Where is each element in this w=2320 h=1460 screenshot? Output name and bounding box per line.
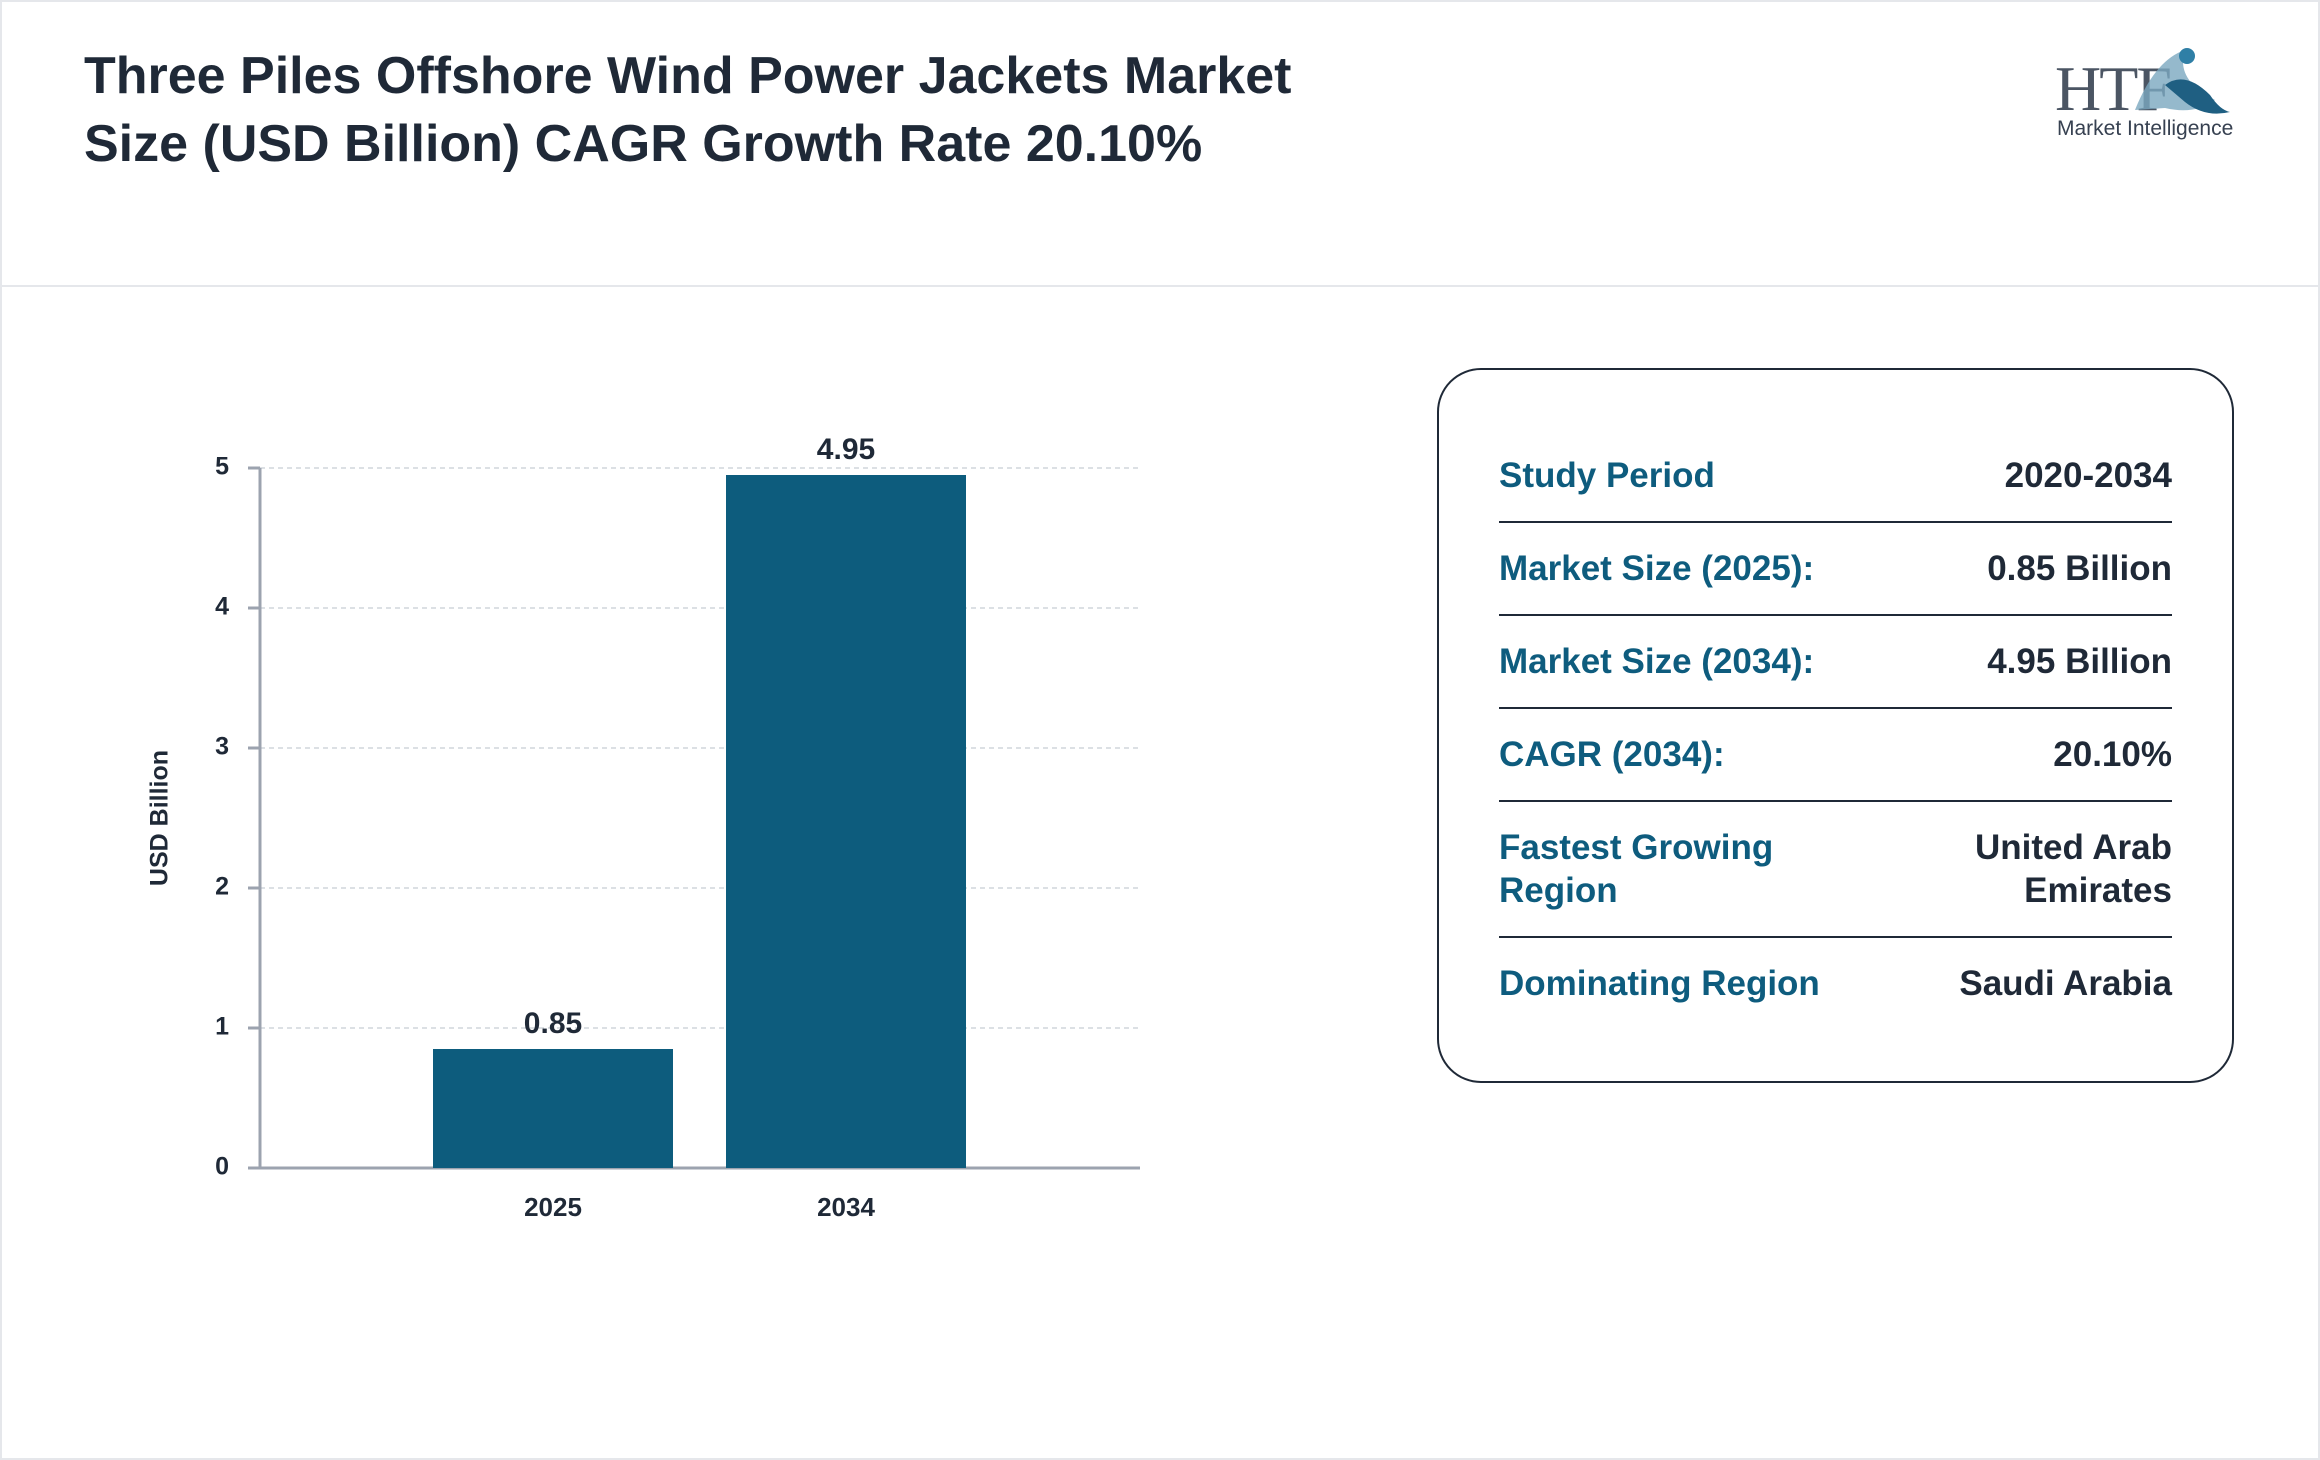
summary-label: Market Size (2034):: [1499, 642, 1815, 681]
summary-value: United Arab Emirates: [1974, 828, 2172, 910]
summary-label: Dominating Region: [1499, 964, 1820, 1003]
summary-value: 0.85 Billion: [1987, 549, 2172, 588]
chart-title: Three Piles Offshore Wind Power Jackets …: [84, 47, 1292, 173]
y-tick-label: 0: [215, 1153, 229, 1181]
y-axis-label: USD Billion: [146, 750, 174, 886]
summary-row: Study Period 2020-2034: [1499, 430, 2172, 523]
summary-label: CAGR (2034):: [1499, 735, 1725, 774]
header-divider: [0, 285, 2320, 287]
summary-row: Market Size (2025): 0.85 Billion: [1499, 523, 2172, 616]
x-tick-label: 2025: [524, 1192, 582, 1222]
x-tick-label: 2034: [817, 1192, 875, 1222]
y-tick-label: 3: [215, 733, 229, 761]
summary-label: Study Period: [1499, 456, 1715, 495]
y-tick-label: 1: [215, 1013, 229, 1041]
summary-row: Dominating Region Saudi Arabia: [1499, 938, 2172, 1029]
logo-tagline: Market Intelligence: [2057, 117, 2234, 140]
logo-icon: [2135, 48, 2230, 114]
value-label: 0.85: [524, 1007, 582, 1040]
summary-value: 20.10%: [2053, 735, 2172, 774]
summary-label: Fastest Growing Region: [1499, 828, 1774, 910]
y-tick-label: 4: [215, 593, 229, 621]
value-label: 4.95: [817, 433, 875, 466]
bar: [433, 1049, 673, 1168]
summary-row: Fastest Growing Region United Arab Emirat…: [1499, 802, 2172, 938]
y-tick-label: 5: [215, 453, 229, 481]
summary-card: Study Period 2020-2034 Market Size (2025):…: [1437, 368, 2234, 1083]
summary-value: 4.95 Billion: [1987, 642, 2172, 681]
summary-label: Market Size (2025):: [1499, 549, 1815, 588]
chart: USD Billion 0 1 2 3 4 5 2025 0.85 2034 4.95: [146, 433, 1140, 1222]
summary-row: Market Size (2034): 4.95 Billion: [1499, 616, 2172, 709]
summary-value: 2020-2034: [2004, 456, 2172, 495]
bar: [726, 475, 966, 1168]
y-tick-label: 2: [215, 873, 229, 901]
summary-row: CAGR (2034): 20.10%: [1499, 709, 2172, 802]
summary-value: Saudi Arabia: [1959, 964, 2172, 1003]
